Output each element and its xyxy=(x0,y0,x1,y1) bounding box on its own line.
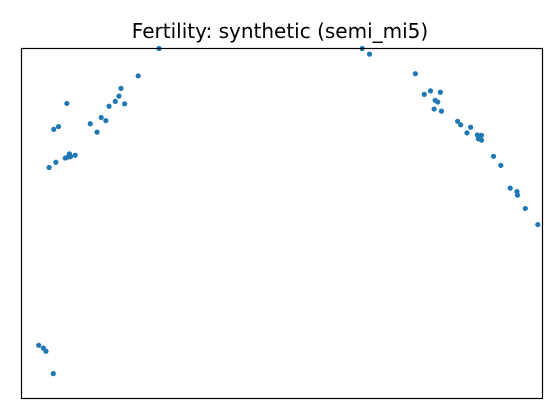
scatter-point xyxy=(118,85,124,91)
scatter-point xyxy=(46,164,52,171)
scatter-point xyxy=(43,348,49,354)
chart-title: Fertility: synthetic (semi_mi5) xyxy=(132,19,428,43)
scatter-point xyxy=(412,71,418,77)
scatter-point xyxy=(55,123,62,130)
scatter-point xyxy=(51,126,57,132)
scatter-point xyxy=(135,73,141,79)
scatter-point xyxy=(458,122,464,128)
scatter-point xyxy=(98,114,104,121)
scatter-point xyxy=(431,106,437,112)
scatter-point xyxy=(454,118,461,124)
scatter-point xyxy=(50,371,56,377)
scatter-point xyxy=(435,99,441,105)
scatter-point xyxy=(535,221,541,228)
scatter-point xyxy=(66,151,73,157)
scatter-point xyxy=(522,205,528,212)
scatter-point xyxy=(36,342,42,348)
data-points xyxy=(36,45,541,377)
scatter-point xyxy=(490,153,497,159)
scatter-point xyxy=(87,121,93,127)
scatter-point xyxy=(464,130,470,136)
scatter-point xyxy=(112,98,118,104)
plot-frame xyxy=(20,47,544,400)
scatter-point xyxy=(103,118,109,124)
scatter-point xyxy=(366,51,373,57)
scatter-point xyxy=(64,100,70,107)
scatter-point xyxy=(421,91,427,97)
scatter-point xyxy=(94,129,100,135)
scatter-point xyxy=(478,137,485,143)
scatter-point xyxy=(514,192,521,198)
scatter-point xyxy=(72,152,78,158)
scatter-point xyxy=(507,185,513,191)
scatter-point xyxy=(498,162,504,168)
scatter-point xyxy=(478,132,485,138)
scatter-point xyxy=(427,88,434,94)
scatter-point xyxy=(468,124,474,130)
scatter-point xyxy=(53,159,59,165)
scatter-point xyxy=(437,89,443,95)
scatter-point xyxy=(122,101,128,107)
scatter-point xyxy=(106,103,112,109)
scatter-point xyxy=(116,93,122,99)
scatter-point xyxy=(438,108,445,114)
